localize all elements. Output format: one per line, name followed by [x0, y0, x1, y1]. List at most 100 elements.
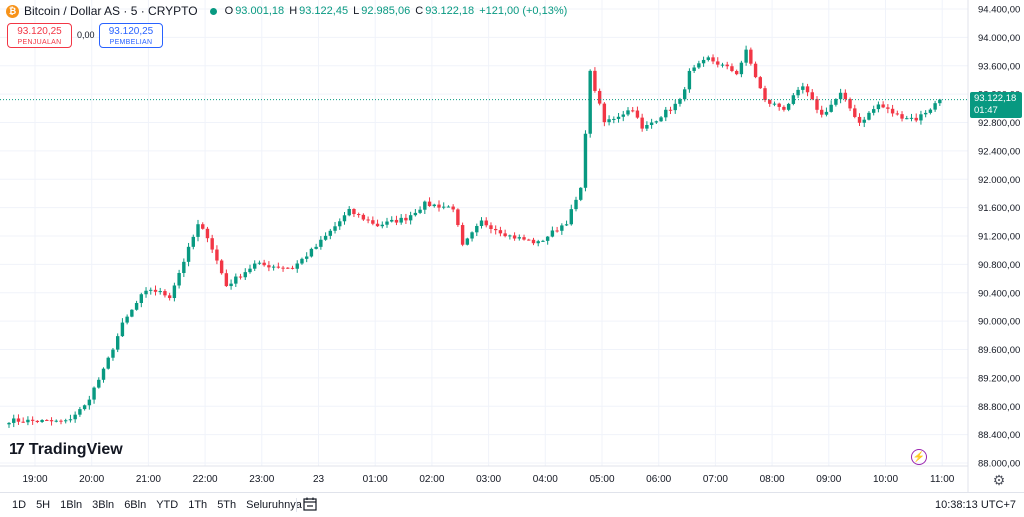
market-status-icon: [209, 7, 217, 15]
symbol-title[interactable]: Bitcoin / Dollar AS · 5 · CRYPTO: [24, 4, 198, 18]
candle-body: [191, 236, 195, 247]
candle-body: [12, 418, 16, 423]
candle-body: [234, 276, 238, 284]
high-value: 93.122,45: [299, 5, 349, 17]
candle: [895, 110, 900, 116]
candle: [579, 187, 583, 202]
candle: [253, 260, 257, 271]
tradingview-logo[interactable]: 17 TradingView: [9, 441, 123, 459]
candle: [734, 69, 739, 76]
price-chart[interactable]: 94.400,0094.000,0093.600,0093.200,0092.8…: [0, 0, 1024, 492]
candle: [635, 106, 640, 119]
candle-body: [314, 246, 318, 249]
candle: [215, 245, 219, 265]
candle: [92, 386, 96, 404]
candle: [125, 314, 129, 325]
candle-body: [527, 239, 531, 241]
candle: [867, 111, 871, 121]
candle: [876, 101, 881, 113]
candle: [352, 208, 356, 218]
candle: [394, 215, 399, 226]
candle-body: [290, 267, 295, 269]
candle: [408, 211, 413, 225]
range-5h[interactable]: 5H: [36, 499, 51, 511]
candle: [153, 285, 158, 296]
candle-body: [219, 260, 224, 274]
candle: [607, 115, 611, 126]
candle: [508, 234, 512, 240]
candle: [347, 206, 351, 217]
candle-body: [35, 420, 40, 422]
candle: [560, 223, 564, 235]
candle-body: [281, 267, 285, 269]
candle: [201, 222, 205, 230]
candle-body: [909, 117, 914, 119]
candle-body: [446, 206, 451, 208]
range-1bln[interactable]: 1Bln: [60, 499, 83, 511]
candle-body: [82, 405, 87, 410]
range-1d[interactable]: 1D: [12, 499, 27, 511]
x-tick-label: 07:00: [703, 474, 728, 485]
candle-body: [895, 113, 900, 115]
candle-body: [295, 263, 299, 269]
candle-body: [125, 316, 129, 323]
candle-body: [153, 289, 158, 292]
candle-body: [876, 104, 881, 110]
candle: [768, 99, 772, 107]
low-value: 92.985,06: [361, 5, 411, 17]
clock-readout[interactable]: 10:38:13 UTC+7: [934, 499, 1016, 511]
candle: [470, 231, 474, 242]
candle-body: [768, 100, 772, 104]
sell-button[interactable]: 93.120,25 PENJUALAN: [7, 23, 72, 48]
chart-grid: [0, 0, 968, 466]
candle: [87, 395, 92, 410]
x-tick-label: 23:00: [249, 474, 274, 485]
x-tick-label: 23: [313, 474, 325, 485]
y-tick-label: 88.400,00: [978, 430, 1020, 441]
candle: [640, 113, 644, 132]
candle: [460, 222, 465, 247]
buy-button[interactable]: 93.120,25 PEMBELIAN: [99, 23, 163, 48]
range-seluruhnya[interactable]: Seluruhnya: [246, 499, 302, 511]
candle-body: [7, 422, 11, 425]
candle: [588, 69, 592, 138]
candle-body: [54, 420, 58, 422]
range-1th[interactable]: 1Th: [188, 499, 208, 511]
candle-body: [375, 223, 380, 227]
candle: [267, 261, 271, 272]
high-label: H: [289, 5, 298, 17]
candle: [423, 200, 427, 214]
y-tick-label: 88.000,00: [978, 459, 1020, 470]
candle: [730, 63, 734, 73]
range-6bln[interactable]: 6Bln: [124, 499, 147, 511]
candle-body: [692, 67, 696, 71]
gear-icon[interactable]: ⚙: [992, 472, 1006, 488]
candle: [550, 226, 555, 238]
candle: [130, 309, 134, 318]
candle: [654, 120, 659, 124]
candle-body: [626, 110, 630, 115]
candle: [59, 419, 63, 425]
candle-body: [229, 283, 233, 287]
candle: [782, 105, 786, 112]
candle: [645, 121, 649, 131]
candle-body: [536, 241, 540, 244]
candle: [716, 57, 720, 68]
x-tick-label: 04:00: [533, 474, 558, 485]
range-3bln[interactable]: 3Bln: [92, 499, 115, 511]
range-ytd[interactable]: YTD: [156, 499, 179, 511]
candle: [97, 377, 101, 389]
candle-body: [701, 59, 706, 64]
candle: [309, 247, 314, 258]
x-tick-label: 19:00: [22, 474, 47, 485]
candle: [536, 239, 540, 247]
candle-body: [30, 419, 35, 421]
range-5th[interactable]: 5Th: [217, 499, 237, 511]
candle: [574, 196, 578, 212]
candle-body: [158, 291, 162, 293]
candle-body: [243, 272, 247, 278]
candle: [248, 264, 252, 274]
calendar-range-icon[interactable]: [303, 497, 317, 514]
candle-body: [848, 99, 852, 109]
lightning-icon[interactable]: ⚡: [911, 449, 927, 465]
